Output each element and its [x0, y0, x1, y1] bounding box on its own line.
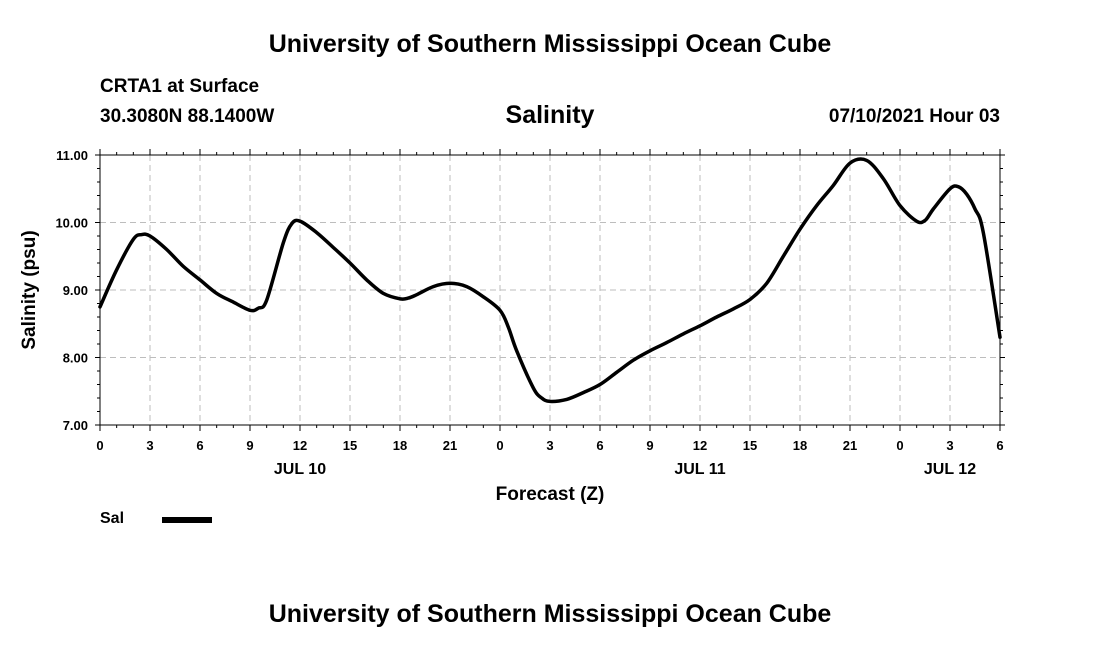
x-tick-label: 18: [793, 438, 807, 453]
legend-swatch-sal: [162, 517, 212, 523]
x-tick-label: 6: [196, 438, 203, 453]
chart-title: Salinity: [505, 101, 595, 129]
x-tick-label: 15: [343, 438, 357, 453]
y-axis-label: Salinity (psu): [19, 230, 40, 349]
x-tick-label: 0: [96, 438, 103, 453]
x-tick-label: 15: [743, 438, 757, 453]
footer-title: University of Southern Mississippi Ocean…: [268, 600, 832, 628]
x-tick-label: 0: [896, 438, 903, 453]
plot-frame: [99, 154, 1001, 426]
station-label: CRTA1 at Surface: [100, 76, 260, 97]
forecast-datetime: 07/10/2021 Hour 03: [828, 106, 1000, 127]
y-tick-label: 7.00: [63, 418, 88, 433]
series-line-sal: [98, 157, 1002, 404]
x-tick-label: 6: [596, 438, 603, 453]
x-tick-label: 12: [293, 438, 307, 453]
x-axis-label: Forecast (Z): [496, 484, 605, 505]
x-tick-label: 3: [946, 438, 953, 453]
x-tick-label: 18: [393, 438, 407, 453]
y-tick-label: 10.00: [55, 216, 88, 231]
x-tick-label: 6: [996, 438, 1003, 453]
y-tick-label: 8.00: [63, 351, 88, 366]
page-title: University of Southern Mississippi Ocean…: [268, 30, 832, 58]
coordinates-label: 30.3080N 88.1400W: [100, 106, 275, 127]
x-tick-label: 12: [693, 438, 707, 453]
grid: [100, 155, 1000, 425]
y-tick-label: 11.00: [56, 148, 88, 163]
x-tick-label: 21: [443, 438, 457, 453]
y-tick-label: 9.00: [63, 283, 88, 298]
day-label: JUL 10: [274, 461, 326, 478]
x-tick-label: 3: [546, 438, 553, 453]
x-tick-label: 21: [843, 438, 857, 453]
axis-labels: 7.00 8.00 9.00 10.00 11.00 0 3 6 9 12 15 18 21 0 3 6 9 12…: [55, 148, 1003, 478]
legend-label-sal: Sal: [100, 510, 125, 527]
day-label: JUL 11: [674, 461, 725, 478]
x-tick-label: 9: [246, 438, 253, 453]
x-tick-label: 9: [646, 438, 653, 453]
day-label: JUL 12: [924, 461, 976, 478]
x-tick-label: 3: [146, 438, 153, 453]
x-tick-label: 0: [496, 438, 503, 453]
